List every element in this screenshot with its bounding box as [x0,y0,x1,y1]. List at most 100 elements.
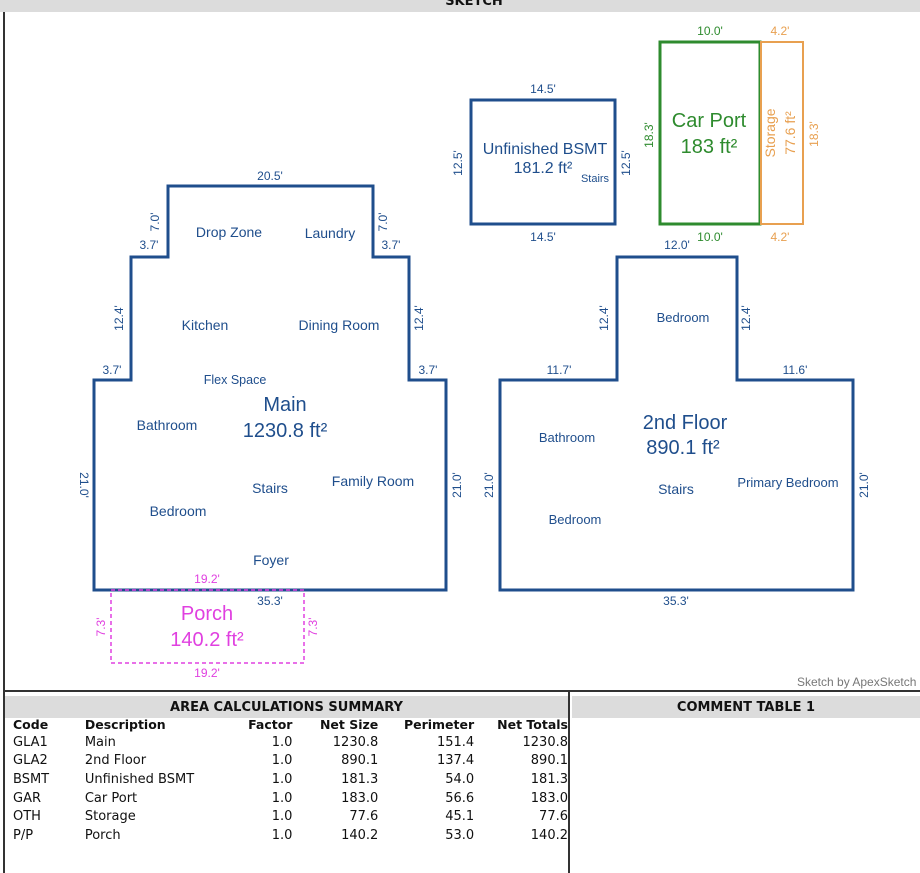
table-cell: 140.2 [530,827,568,843]
table-cell: 890.1 [530,753,568,769]
area-size: 1230.8 ft² [243,420,328,442]
dim-label: 4.2' [771,230,790,244]
area-name: 2nd Floor [643,412,728,434]
area-size: 181.2 ft² [514,160,573,177]
table-cell: Main [84,734,116,750]
sketch-title: SKETCH [445,0,503,9]
room-label: Flex Space [204,373,267,387]
table-row: GAR Car Port 1.0 183.0 56.6 183.0 [13,789,568,808]
dim-label: 14.5' [530,230,556,244]
dim-label: 12.0' [664,238,690,252]
table-cell: 1.0 [271,771,293,787]
area-name: Main [263,394,306,416]
column-header: Code [13,717,49,732]
room-label: Stairs [658,481,694,497]
table-cell: 45.1 [445,809,475,825]
table-cell: 77.6 [539,809,568,825]
table-cell: P/P [13,827,34,843]
table-row: OTH Storage 1.0 77.6 45.1 77.6 [13,807,568,826]
dim-label: 10.0' [697,24,723,38]
room-label: Primary Bedroom [737,475,838,490]
dim-label: 7.3' [94,618,108,637]
dim-label: 4.2' [771,24,790,38]
table-cell: 77.6 [349,809,379,825]
table-cell: GAR [13,790,41,806]
tables: AREA CALCULATIONS SUMMARY Code Descriptio… [3,692,920,873]
table-cell: Porch [84,827,121,843]
table-cell: BSMT [13,771,50,787]
dim-label: 18.3' [807,121,821,147]
sketch-credit: Sketch by ApexSketch [797,675,916,689]
area-table-title: AREA CALCULATIONS SUMMARY [5,696,568,718]
table-cell: 56.6 [445,790,475,806]
area-name: Storage [762,108,778,157]
table-cell: 137.4 [436,753,475,769]
dim-label: 11.7' [547,363,572,377]
table-cell: 183.0 [530,790,568,806]
dim-label: 10.0' [697,230,723,244]
column-header: Perimeter [403,717,475,732]
dim-label: 12.4' [739,305,753,331]
dim-label: 35.3' [257,594,283,608]
comment-table-title: COMMENT TABLE 1 [572,696,920,718]
table-cell: 1230.8 [332,734,379,750]
dim-label: 11.6' [783,363,808,377]
second-floor-outline [498,255,855,592]
table-cell: 890.1 [341,753,379,769]
room-label: Laundry [305,225,356,241]
table-row: GLA2 2nd Floor 1.0 890.1 137.4 890.1 [13,752,568,771]
table-cell: 181.3 [530,771,568,787]
area-name: Car Port [672,110,747,132]
dim-label: 12.5' [451,150,465,176]
room-label: Bedroom [150,503,207,519]
area-size: 183 ft² [681,136,738,158]
comment-table: COMMENT TABLE 1 [572,692,920,873]
area-size: 890.1 ft² [646,437,720,459]
dim-label: 7.0' [148,213,162,232]
area-size: 77.6 ft² [782,111,798,155]
dim-label: 20.5' [257,169,283,183]
dim-label: 21.0' [450,472,464,498]
dim-label: 21.0' [482,472,496,498]
table-cell: 54.0 [445,771,475,787]
main-outline [92,184,448,592]
room-label: Family Room [332,473,414,489]
sketch-area [3,12,920,692]
table-cell: 151.4 [436,734,475,750]
table-row: GLA1 Main 1.0 1230.8 151.4 1230.8 [13,733,568,752]
dim-label: 18.3' [642,122,656,148]
table-cell: 181.3 [341,771,379,787]
table-cell: 1.0 [271,753,293,769]
table-cell: GLA1 [13,734,48,750]
column-header: Net Totals [497,717,568,732]
dim-label: 7.3' [306,618,320,637]
area-calculations-table: AREA CALCULATIONS SUMMARY Code Descriptio… [3,692,570,873]
table-cell: 1.0 [271,809,293,825]
table-cell: 1.0 [271,790,293,806]
dim-label: 12.5' [619,150,633,176]
column-header: Description [84,717,166,732]
storage-outline [760,41,804,225]
area-size: 140.2 ft² [170,629,244,651]
table-cell: GLA2 [13,753,48,769]
table-row: BSMT Unfinished BSMT 1.0 181.3 54.0 181.3 [13,770,568,789]
room-label: Drop Zone [196,224,262,240]
room-label: Bathroom [137,417,198,433]
table-cell: Car Port [84,790,138,806]
dim-label: 12.4' [112,305,126,331]
dim-label: 3.7' [103,363,122,377]
column-header: Net Size [319,717,379,732]
room-label: Bathroom [539,430,595,445]
bsmt-outline [469,98,617,226]
dim-label: 35.3' [663,594,689,608]
table-cell: 2nd Floor [84,753,147,769]
table-cell: 1230.8 [522,734,569,750]
room-label: Stairs [252,480,288,496]
room-label: Kitchen [182,317,229,333]
room-label: Foyer [253,552,289,568]
area-table: Code Description Factor Net Size Perimeter Ne… [13,716,568,845]
table-cell: 1.0 [271,734,293,750]
dim-label: 14.5' [530,82,556,96]
table-cell: 183.0 [341,790,379,806]
sketch-header: SKETCH [0,0,920,12]
